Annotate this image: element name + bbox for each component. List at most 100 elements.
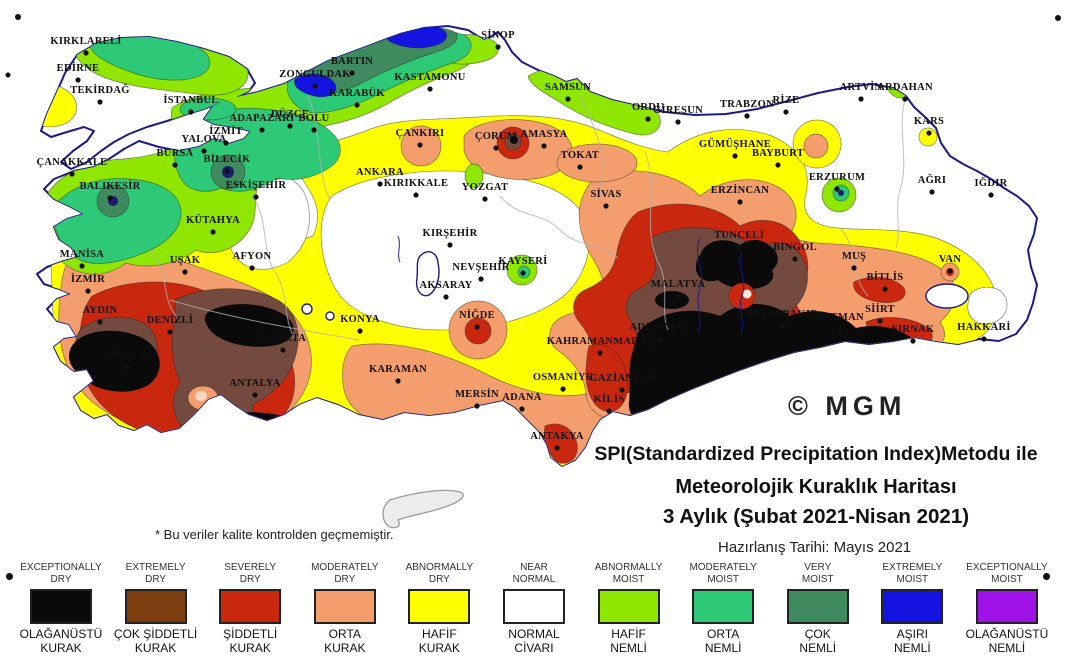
city-label: KASTAMONU <box>394 72 465 83</box>
city-dot <box>167 329 173 335</box>
city-label: TRABZON <box>720 99 774 110</box>
city-dot <box>947 268 953 274</box>
city-dot <box>79 263 85 269</box>
city-label: İZMİT <box>209 125 243 137</box>
city-label: ANTAKYA <box>530 431 584 442</box>
city-dot <box>427 86 433 92</box>
city-dot <box>619 387 625 393</box>
city-dot <box>443 294 449 300</box>
city-label: SİİRT <box>865 303 895 315</box>
city-label: ANTALYA <box>229 378 280 389</box>
city-dot <box>902 96 908 102</box>
legend-item: VERY MOIST ÇOK NEMLİ <box>771 562 865 656</box>
city-dot <box>736 244 742 250</box>
legend-right-bullet <box>1043 573 1050 580</box>
city-label: AKSARAY <box>419 280 472 291</box>
city-dot <box>85 288 91 294</box>
legend-label-en: MODERATELY DRY <box>311 562 379 585</box>
city-label: ÇORUM <box>475 131 517 142</box>
city-dot <box>775 162 781 168</box>
city-label: KARAMAN <box>369 364 427 375</box>
legend-label-en: EXCEPTIONALLY MOIST <box>966 562 1048 585</box>
quality-note: * Bu veriler kalite kontrolden geçmemişt… <box>155 527 394 542</box>
city-dot <box>182 269 188 275</box>
city-label: TUNCELİ <box>714 229 764 241</box>
city-dot <box>210 229 216 235</box>
legend-item: EXTREMELY MOIST AŞIRI NEMLİ <box>865 562 959 656</box>
legend-label-en: NEAR NORMAL <box>512 562 556 585</box>
city-label: VAN <box>939 254 961 265</box>
legend-label-en: SEVERELY DRY <box>224 562 277 585</box>
legend-label-en: ABNORMALLY MOIST <box>594 562 663 585</box>
city-dot <box>675 293 681 299</box>
city-label: KARS <box>914 116 944 127</box>
city-dot <box>377 181 383 187</box>
legend-left-bullet <box>6 573 13 580</box>
legend-color-swatch <box>881 589 944 624</box>
city-dot <box>417 142 423 148</box>
legend-label-tr: ÇOK NEMLİ <box>799 627 837 655</box>
city-label: KARABÜK <box>329 86 385 99</box>
city-label: ISPARTA <box>260 333 306 344</box>
city-dot <box>478 276 484 282</box>
city-dot <box>560 386 566 392</box>
city-dot <box>253 194 259 200</box>
city-dot <box>249 265 255 271</box>
legend-label-en: EXCEPTIONALLY DRY <box>20 562 102 585</box>
city-label: KIRIKKALE <box>384 178 449 189</box>
city-label: AFYON <box>233 251 272 262</box>
legend-label-tr: ŞİDDETLİ KURAK <box>223 627 278 655</box>
city-dot <box>107 195 113 201</box>
city-label: KÜTAHYA <box>186 213 240 226</box>
city-dot <box>287 123 293 129</box>
legend-color-swatch <box>124 589 187 624</box>
city-dot <box>172 162 178 168</box>
region-eye-center <box>742 289 752 299</box>
city-dot <box>910 338 916 344</box>
legend-label-tr: ÇOK ŞİDDETLİ KURAK <box>113 627 198 655</box>
legend-item: MODERATELY MOIST ORTA NEMLİ <box>676 562 770 656</box>
city-label: MUŞ <box>842 251 866 262</box>
legend-color-swatch <box>30 589 92 624</box>
region-core-dot-erzurum <box>838 190 844 196</box>
city-dot <box>354 102 360 108</box>
region-severe-bitlis <box>853 276 906 304</box>
legend-color-swatch <box>692 589 755 624</box>
lake-small-2 <box>325 311 335 321</box>
legend-label-tr: AŞIRI NEMLİ <box>894 627 931 655</box>
legend-label-tr: OLAĞANÜSTÜ NEMLİ <box>965 627 1049 655</box>
city-label: TEKİRDAĞ <box>70 83 130 96</box>
city-label: GÜMÜŞHANE <box>699 137 771 150</box>
city-dot <box>224 168 230 174</box>
legend-label-tr: NORMAL CİVARI <box>508 627 560 655</box>
legend-label-tr: HAFİF NEMLİ <box>610 627 647 655</box>
city-label: ÇANKIRI <box>396 128 445 139</box>
city-dot <box>69 171 75 177</box>
region-eye-west-center <box>195 391 207 401</box>
city-dot <box>834 186 840 192</box>
legend-color-swatch <box>313 589 376 624</box>
city-dot <box>280 347 286 353</box>
city-dot <box>929 189 935 195</box>
city-dot <box>554 445 560 451</box>
cyprus-outline <box>382 489 464 529</box>
legend: EXCEPTIONALLY DRY OLAĞANÜSTÜ KURAK EXTREME… <box>14 562 1054 656</box>
city-dot <box>75 77 81 83</box>
city-label: EDİRNE <box>57 62 100 74</box>
city-label: GAZİANTEP <box>589 372 654 384</box>
city-label: ARTVİN <box>840 81 883 93</box>
city-label: ZONGULDAK <box>279 69 351 80</box>
city-dot <box>783 109 789 115</box>
legend-label-en: EXTREMELY DRY <box>125 562 186 585</box>
city-label: YALOVA <box>182 134 227 145</box>
region-moderate-tokat <box>556 143 638 183</box>
city-layer: KIRKLARELİ EDİRNE TEKİRDAĞ İSTANBUL ÇANAKKAL… <box>37 29 1010 451</box>
city-dot <box>877 318 883 324</box>
city-dot <box>83 50 89 56</box>
city-dot <box>493 145 499 151</box>
city-label: ERZİNCAN <box>711 184 770 196</box>
legend-item: MODERATELY DRY ORTA KURAK <box>298 562 392 656</box>
city-label: BİNGÖL <box>773 240 817 253</box>
copyright-watermark: © MGM <box>788 391 907 421</box>
